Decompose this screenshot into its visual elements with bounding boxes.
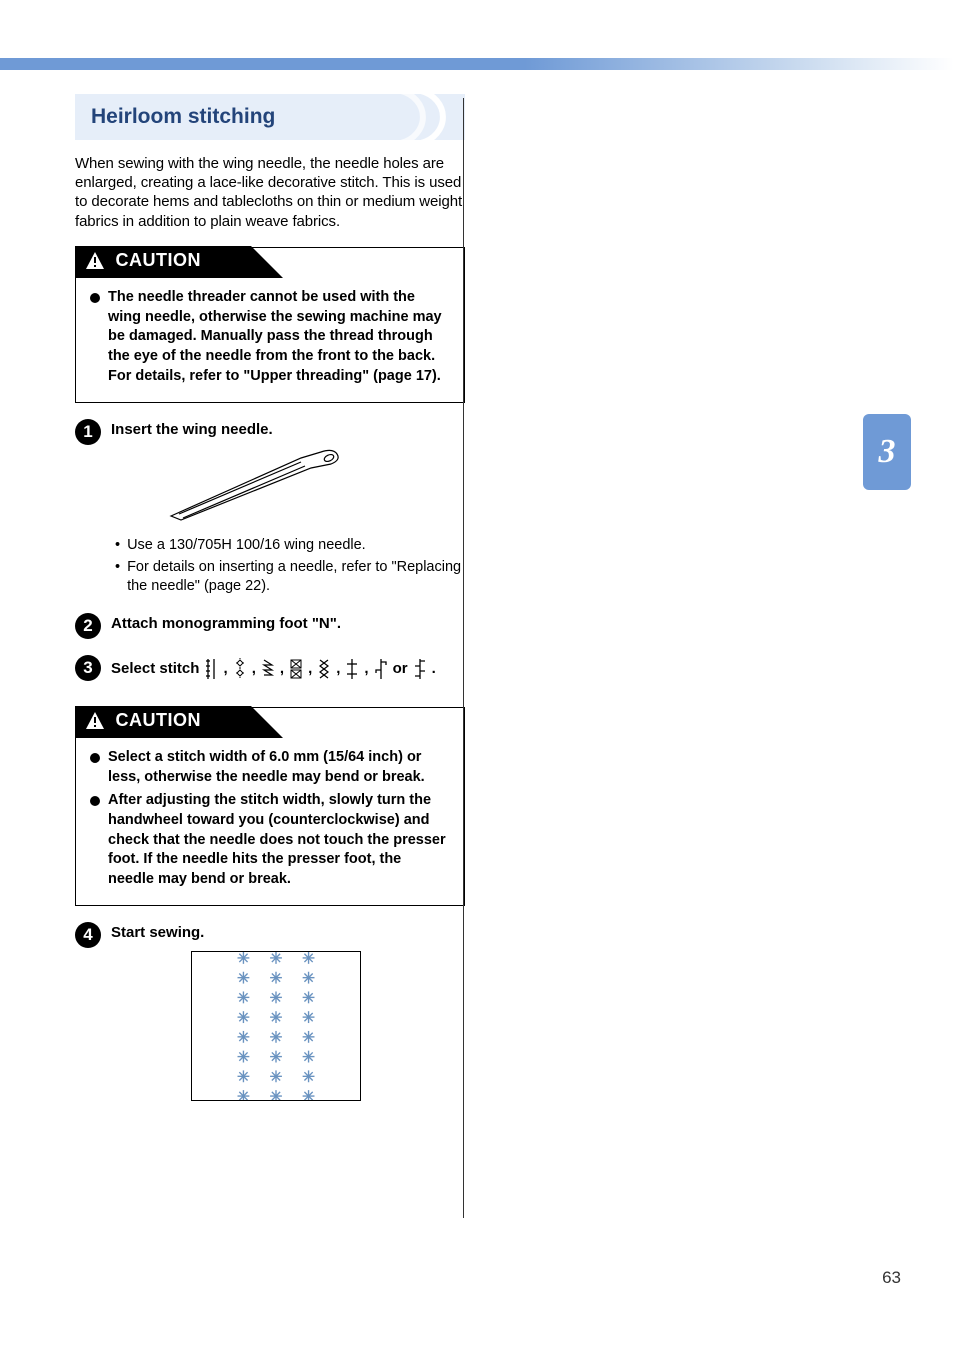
caution-item: After adjusting the stitch width, slowly… xyxy=(90,791,450,889)
stitch-d-icon xyxy=(288,657,304,681)
sub-text: Use a 130/705H 100/16 wing needle. xyxy=(127,536,366,556)
stitch-b-icon xyxy=(232,657,248,681)
caution-header: CAUTION xyxy=(75,246,283,278)
caution-text: After adjusting the stitch width, slowly… xyxy=(108,791,450,889)
page-number: 63 xyxy=(882,1268,901,1288)
caution-label: CAUTION xyxy=(116,710,202,731)
wing-needle-illustration xyxy=(151,444,351,528)
stitch-a-icon xyxy=(204,657,220,681)
bullet-icon xyxy=(90,796,100,806)
stitch-g-icon xyxy=(373,657,389,681)
step-title: Attach monogramming foot "N". xyxy=(111,615,465,632)
step-number-badge: 1 xyxy=(75,419,101,445)
caution-text: The needle threader cannot be used with … xyxy=(108,288,450,386)
warning-icon xyxy=(85,711,105,731)
step-title: Start sewing. xyxy=(111,924,465,941)
stitch-e-icon xyxy=(316,657,332,681)
step-2: 2 Attach monogramming foot "N". xyxy=(75,615,465,639)
step-title: Insert the wing needle. xyxy=(111,421,465,438)
sub-bullet: • Use a 130/705H 100/16 wing needle. xyxy=(111,536,465,556)
caution-box-2: CAUTION Select a stitch width of 6.0 mm … xyxy=(75,707,465,906)
step-title: Select stitch , , , , , , or xyxy=(111,657,465,681)
heading-accent-shape xyxy=(391,88,471,146)
step-number-badge: 2 xyxy=(75,613,101,639)
header-band xyxy=(0,58,954,70)
caution-text: Select a stitch width of 6.0 mm (15/64 i… xyxy=(108,748,450,787)
stitch-h-icon xyxy=(412,657,428,681)
caution-item: The needle threader cannot be used with … xyxy=(90,288,450,386)
heading: Heirloom stitching xyxy=(75,94,465,140)
section-tab: 3 xyxy=(863,414,911,490)
caution-item: Select a stitch width of 6.0 mm (15/64 i… xyxy=(90,748,450,787)
caution-header: CAUTION xyxy=(75,706,283,738)
sub-bullet: • For details on inserting a needle, ref… xyxy=(111,558,465,597)
stitch-f-icon xyxy=(344,657,360,681)
column-divider xyxy=(463,98,464,1218)
step-4: 4 Start sewing. xyxy=(75,924,465,1101)
stitch-sample-illustration xyxy=(191,951,361,1101)
sub-text: For details on inserting a needle, refer… xyxy=(127,558,465,597)
caution-label: CAUTION xyxy=(116,250,202,271)
main-column: Heirloom stitching When sewing with the … xyxy=(75,94,465,1101)
step-3: 3 Select stitch , , , , , , xyxy=(75,657,465,681)
step-1: 1 Insert the wing needle. • Use a 130/70… xyxy=(75,421,465,597)
warning-icon xyxy=(85,251,105,271)
intro-paragraph: When sewing with the wing needle, the ne… xyxy=(75,154,465,231)
step-number-badge: 3 xyxy=(75,655,101,681)
bullet-icon xyxy=(90,753,100,763)
step-number-badge: 4 xyxy=(75,922,101,948)
bullet-icon xyxy=(90,293,100,303)
caution-box-1: CAUTION The needle threader cannot be us… xyxy=(75,247,465,403)
stitch-c-icon xyxy=(260,657,276,681)
